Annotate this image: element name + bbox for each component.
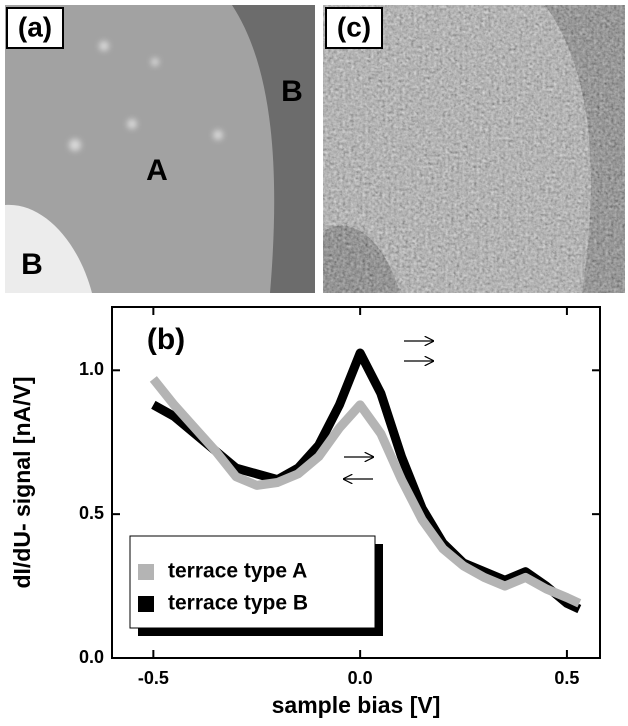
label-box — [325, 7, 383, 49]
series-line — [149, 376, 582, 608]
y-tick-label: 0.5 — [79, 503, 104, 523]
legend-marker — [138, 596, 154, 612]
y-tick-label: 0.0 — [79, 647, 104, 667]
arrows — [344, 341, 433, 479]
y-tick-label: 1.0 — [79, 359, 104, 379]
legend: terrace type A terrace type B — [129, 535, 383, 636]
legend-label: terrace type A — [168, 560, 307, 583]
x-tick-label: -0.5 — [138, 668, 169, 688]
chart: 0.0 0.5 1.0 -0.5 0.0 0.5 sample bias [V] dI/dU-… — [9, 307, 600, 718]
panel-label: (c) — [337, 11, 371, 42]
region-label: A — [146, 154, 168, 187]
legend-marker — [138, 564, 154, 580]
panel-label: (b) — [147, 323, 185, 356]
image-c — [323, 5, 625, 293]
region-label: B — [281, 75, 303, 108]
x-tick-label: 0.5 — [554, 668, 579, 688]
label-box — [6, 7, 64, 49]
image-a — [5, 5, 315, 293]
legend-box — [129, 535, 376, 629]
region-label: B — [21, 248, 43, 281]
legend-label: terrace type B — [168, 592, 308, 615]
x-axis-label: sample bias [V] — [272, 692, 441, 718]
plot-frame — [111, 306, 601, 659]
panel-label: (a) — [18, 11, 52, 42]
y-axis-label: dI/dU- signal [nA/V] — [9, 376, 35, 588]
x-tick-label: 0.0 — [348, 668, 373, 688]
